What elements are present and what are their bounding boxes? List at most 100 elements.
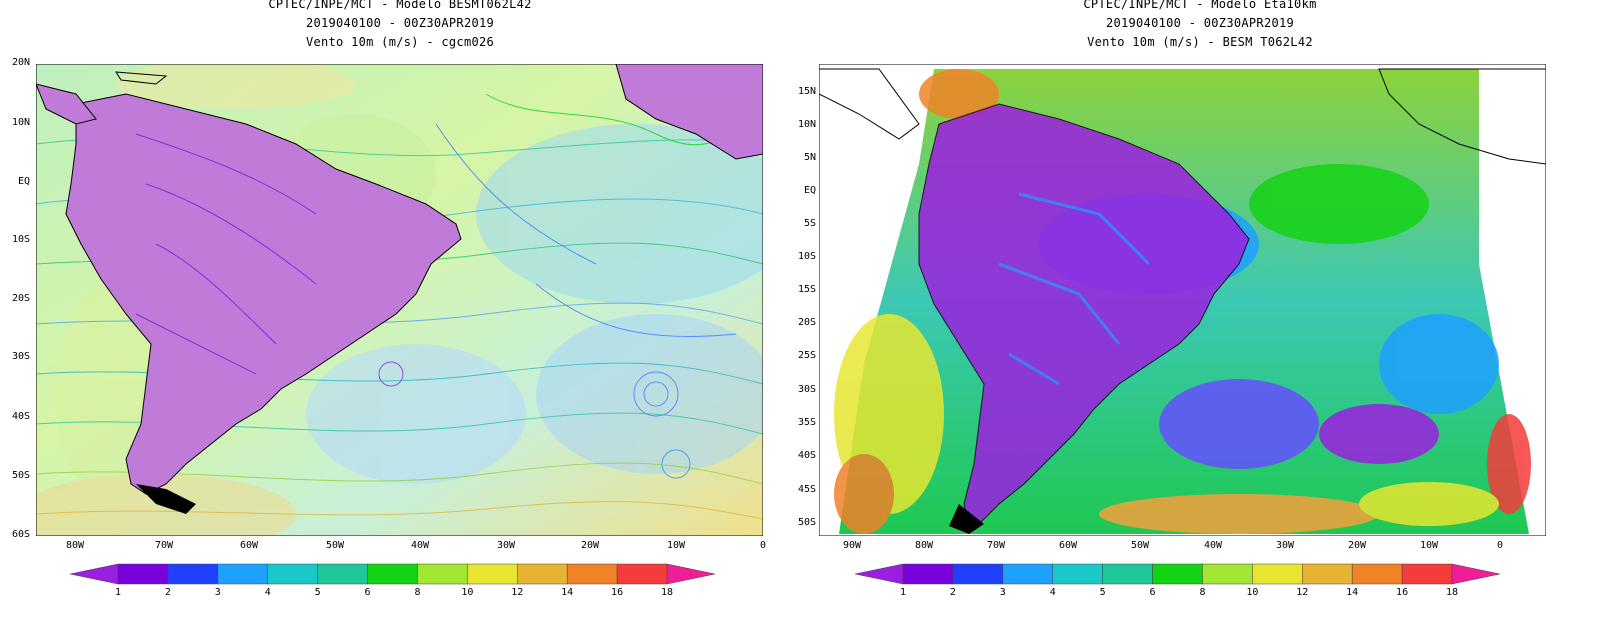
left-lon-label: 10W	[666, 540, 686, 551]
right-lat-label: 10S	[797, 251, 816, 262]
colorbar-label: 3	[999, 587, 1006, 598]
colorbar-label: 6	[1149, 587, 1156, 598]
left-lon-label: 30W	[496, 540, 516, 551]
colorbar-label: 16	[611, 587, 624, 598]
colorbar-swatch	[217, 563, 268, 585]
left-colorbar	[70, 563, 715, 585]
left-central-america	[36, 83, 97, 125]
left-south-america	[65, 93, 462, 495]
colorbar-label: 10	[1246, 587, 1259, 598]
colorbar-swatch	[1302, 563, 1353, 585]
colorbar-swatch	[1052, 563, 1103, 585]
right-lat-label: 5N	[803, 152, 816, 163]
left-colorbar-swatches	[70, 563, 715, 585]
left-title-line-3: Vento 10m (m/s) - cgcm026	[305, 35, 495, 49]
colorbar-swatch	[566, 563, 618, 585]
colorbar-swatch	[317, 563, 368, 585]
right-lon-label: 40W	[1203, 540, 1223, 551]
left-wind-patches	[36, 64, 763, 536]
right-lat-label: 20S	[797, 317, 816, 328]
left-lat-label: EQ	[17, 176, 30, 187]
right-central-america	[819, 68, 920, 140]
colorbar-label: 2	[164, 587, 171, 598]
left-lon-label: 20W	[580, 540, 600, 551]
colorbar-swatch	[902, 563, 954, 585]
left-lat-label: 10S	[11, 234, 30, 245]
left-caribbean	[115, 71, 168, 85]
left-tierra-del-fuego	[136, 484, 196, 514]
colorbar-swatch	[1152, 563, 1203, 585]
right-land-wind-streaks	[998, 192, 1151, 386]
colorbar-label: 2	[949, 587, 956, 598]
colorbar-label: 14	[1346, 587, 1359, 598]
colorbar-label: 14	[561, 587, 574, 598]
colorbar-label: 1	[899, 587, 907, 598]
colorbar-swatch	[467, 563, 518, 585]
colorbar-swatch	[952, 563, 1004, 585]
left-lat-label: 20S	[11, 293, 30, 304]
right-lat-label: EQ	[803, 185, 816, 196]
right-vector-map	[819, 64, 1546, 536]
right-lon-label: 70W	[986, 540, 1006, 551]
colorbar-triangle-low	[855, 563, 904, 585]
colorbar-label: 5	[1099, 587, 1106, 598]
colorbar-swatch	[417, 563, 468, 585]
right-south-america	[918, 103, 1250, 530]
colorbar-label: 12	[1296, 587, 1309, 598]
colorbar-label: 8	[1199, 587, 1206, 598]
right-lon-label: 60W	[1058, 540, 1078, 551]
left-lon-label: 60W	[239, 540, 259, 551]
colorbar-swatch	[367, 563, 418, 585]
colorbar-swatch	[167, 563, 219, 585]
right-lon-label: 80W	[914, 540, 934, 551]
left-lat-label: 50S	[11, 470, 30, 481]
left-lat-label: 60S	[11, 529, 30, 540]
left-lon-label: 70W	[154, 540, 174, 551]
colorbar-label: 5	[314, 587, 321, 598]
colorbar-swatch	[117, 563, 169, 585]
colorbar-label: 8	[414, 587, 421, 598]
left-title: CPTEC/INPE/MCT - Modelo BESMT062L42 2019…	[0, 0, 800, 52]
colorbar-triangle-low	[70, 563, 119, 585]
colorbar-triangle-high	[1451, 563, 1500, 585]
colorbar-label: 18	[660, 587, 674, 598]
right-lon-label: 0	[1496, 540, 1504, 551]
right-lat-label: 50S	[797, 517, 816, 528]
colorbar-label: 4	[264, 587, 271, 598]
left-lat-label: 20N	[11, 57, 30, 68]
colorbar-swatch	[1102, 563, 1153, 585]
colorbar-label: 3	[214, 587, 221, 598]
colorbar-label: 6	[364, 587, 371, 598]
right-colorbar-swatches	[855, 563, 1500, 585]
right-lat-label: 35S	[797, 417, 816, 428]
right-lat-label: 15N	[797, 86, 816, 97]
right-colorbar	[855, 563, 1500, 585]
left-lat-label: 30S	[11, 351, 30, 362]
colorbar-swatch	[1202, 563, 1253, 585]
colorbar-swatch	[1351, 563, 1403, 585]
left-lon-label: 0	[759, 540, 767, 551]
colorbar-label: 18	[1445, 587, 1459, 598]
colorbar-swatch	[1401, 563, 1453, 585]
right-lon-label: 50W	[1130, 540, 1150, 551]
right-lat-label: 10N	[797, 119, 816, 130]
right-title-line-1: CPTEC/INPE/MCT - Modelo Eta10km	[1083, 0, 1317, 11]
colorbar-triangle-high	[666, 563, 715, 585]
right-lat-label: 30S	[797, 384, 816, 395]
right-map-panel: CPTEC/INPE/MCT - Modelo Eta10km 20190401…	[798, 0, 1600, 618]
right-lat-label: 25S	[797, 350, 816, 361]
right-lat-label: 5S	[803, 218, 816, 229]
right-lon-label: 10W	[1419, 540, 1439, 551]
right-lon-label: 30W	[1275, 540, 1295, 551]
left-title-line-1: CPTEC/INPE/MCT - Modelo BESMT062L42	[268, 0, 532, 11]
left-streamline-map	[36, 64, 763, 536]
colorbar-label: 4	[1049, 587, 1056, 598]
colorbar-swatch	[1002, 563, 1053, 585]
left-lat-label: 10N	[11, 117, 30, 128]
right-title-line-3: Vento 10m (m/s) - BESM T062L42	[1087, 35, 1313, 49]
left-lon-label: 80W	[65, 540, 85, 551]
right-title-line-2: 2019040100 - 00Z30APR2019	[1105, 16, 1295, 30]
colorbar-label: 1	[114, 587, 122, 598]
colorbar-swatch	[1252, 563, 1303, 585]
colorbar-label: 10	[461, 587, 474, 598]
